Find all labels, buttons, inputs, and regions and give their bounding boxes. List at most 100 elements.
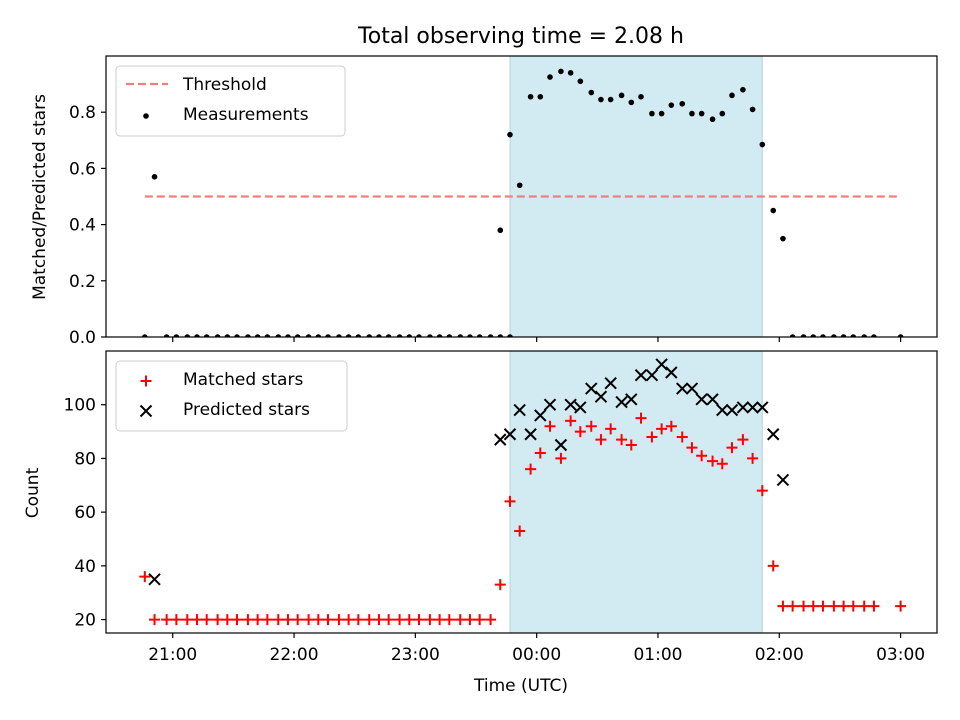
data-point bbox=[604, 377, 617, 390]
data-point bbox=[303, 614, 315, 626]
x-axis-label: Time (UTC) bbox=[473, 676, 568, 696]
data-point bbox=[676, 382, 689, 395]
data-point bbox=[544, 420, 556, 432]
data-point bbox=[504, 495, 516, 507]
data-point bbox=[285, 334, 291, 337]
data-point bbox=[555, 452, 567, 464]
data-point bbox=[646, 431, 658, 443]
data-point bbox=[537, 93, 544, 100]
data-point bbox=[543, 398, 557, 411]
bottom-y-tick-label: 60 bbox=[74, 503, 96, 523]
data-point bbox=[352, 614, 364, 626]
top-y-tick-label: 0.2 bbox=[69, 272, 96, 292]
data-point bbox=[567, 70, 574, 76]
data-point bbox=[507, 131, 513, 138]
data-point bbox=[355, 334, 362, 337]
top-y-tick-label: 0.8 bbox=[69, 103, 96, 123]
legend-label: Predicted stars bbox=[183, 400, 310, 420]
data-point bbox=[665, 366, 678, 379]
data-point bbox=[707, 455, 719, 467]
data-point bbox=[173, 334, 180, 337]
data-point bbox=[525, 463, 537, 475]
data-point bbox=[363, 614, 375, 626]
data-point bbox=[403, 614, 415, 626]
data-point bbox=[315, 334, 322, 337]
data-point bbox=[275, 334, 282, 337]
top-observing-window bbox=[509, 56, 763, 337]
data-point bbox=[494, 433, 507, 446]
x-tick-label: 00:00 bbox=[512, 645, 561, 665]
data-point bbox=[272, 614, 284, 626]
bottom-y-tick-label: 100 bbox=[64, 396, 96, 416]
data-point bbox=[616, 434, 628, 446]
bottom-observing-window bbox=[509, 351, 763, 633]
data-point bbox=[716, 458, 728, 470]
data-point bbox=[746, 401, 759, 414]
data-point bbox=[294, 334, 301, 337]
data-point bbox=[373, 614, 385, 626]
top-panel: 0.0 0.2 0.4 0.6 0.8 Threshold Measurements bbox=[69, 55, 938, 348]
bottom-axes-frame bbox=[105, 350, 938, 634]
data-point bbox=[897, 334, 904, 337]
data-point bbox=[838, 600, 850, 612]
data-point bbox=[574, 401, 587, 414]
data-point bbox=[585, 382, 598, 395]
data-point bbox=[740, 86, 746, 93]
data-point bbox=[514, 525, 526, 537]
data-point bbox=[242, 614, 254, 626]
data-point bbox=[658, 110, 665, 117]
legend-marker bbox=[140, 375, 152, 387]
data-point bbox=[679, 100, 686, 107]
data-point bbox=[628, 99, 635, 106]
bottom-y-axis-label: Count bbox=[23, 467, 43, 518]
top-legend: Threshold Measurements bbox=[115, 65, 346, 137]
data-point bbox=[685, 382, 699, 395]
data-point bbox=[676, 431, 688, 443]
data-point bbox=[513, 403, 526, 417]
data-point bbox=[709, 116, 716, 123]
data-point bbox=[729, 92, 735, 99]
data-point bbox=[527, 93, 534, 100]
data-point bbox=[770, 207, 777, 214]
data-point bbox=[457, 334, 464, 337]
data-point bbox=[756, 485, 768, 497]
data-point bbox=[345, 334, 352, 337]
data-point bbox=[454, 614, 466, 626]
data-point bbox=[534, 409, 547, 422]
data-point bbox=[485, 614, 497, 626]
bottom-y-tick-label: 80 bbox=[74, 449, 96, 469]
data-point bbox=[850, 334, 857, 337]
data-point bbox=[234, 334, 240, 337]
data-point bbox=[212, 614, 224, 626]
chart-title: Total observing time = 2.08 h bbox=[357, 24, 684, 49]
data-point bbox=[565, 415, 577, 427]
data-point bbox=[737, 434, 749, 446]
data-point bbox=[261, 614, 273, 626]
data-point bbox=[194, 334, 200, 337]
data-point bbox=[151, 174, 158, 180]
data-point bbox=[184, 334, 191, 337]
data-point bbox=[524, 428, 537, 441]
data-point bbox=[139, 571, 151, 583]
data-point bbox=[224, 334, 231, 337]
data-point bbox=[424, 614, 436, 626]
top-y-tick-label: 0.0 bbox=[69, 328, 96, 348]
top-y-tick-label: 0.4 bbox=[69, 216, 96, 236]
x-tick-label: 21:00 bbox=[148, 645, 197, 665]
data-point bbox=[464, 614, 476, 626]
data-point bbox=[191, 614, 203, 626]
data-point bbox=[577, 78, 584, 85]
data-point bbox=[322, 614, 334, 626]
data-point bbox=[436, 334, 443, 337]
data-point bbox=[840, 334, 847, 337]
top-plot-area bbox=[142, 56, 904, 337]
data-point bbox=[434, 614, 446, 626]
data-point bbox=[831, 334, 837, 337]
data-point bbox=[807, 600, 819, 612]
data-point bbox=[725, 403, 739, 417]
data-point bbox=[776, 473, 790, 487]
data-point bbox=[383, 614, 395, 626]
data-point bbox=[312, 614, 324, 626]
data-point bbox=[649, 110, 655, 117]
data-point bbox=[394, 614, 406, 626]
